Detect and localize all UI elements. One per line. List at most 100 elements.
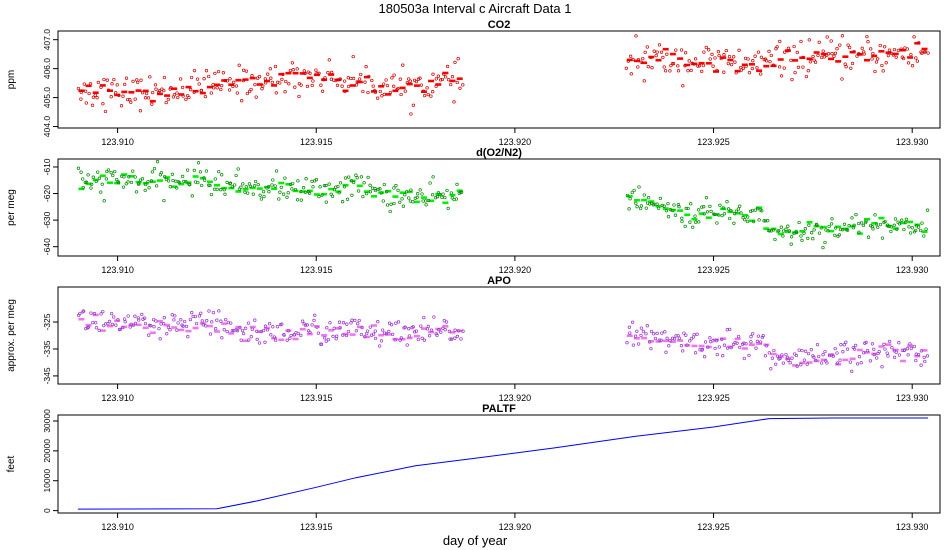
co2-point [133,97,137,101]
do2n2-point [680,216,684,220]
do2n2-point [129,180,134,185]
do2n2-point [97,176,102,180]
do2n2-point [772,228,776,232]
co2-point [778,39,782,44]
do2n2-point [394,184,398,188]
co2-point [373,90,378,94]
co2-point [922,50,927,55]
co2-panel: CO2 ppm 123.910 123.915 123.920 123.925 123.93… [6,19,941,147]
do2n2-point [307,191,312,195]
apo-point [184,324,189,329]
apo-point [823,349,827,354]
co2-point [103,109,108,114]
co2-point [846,43,850,47]
apo-point [434,331,438,336]
do2n2-point [725,200,729,204]
apo-point [702,355,707,359]
co2-point [184,97,188,102]
apo-point [838,358,842,362]
co2-point [176,95,180,100]
apo-data [77,309,930,374]
co2-point [821,49,825,53]
co2-point [887,48,892,52]
do2n2-point [411,200,415,204]
co2-point [436,74,441,78]
co2-point [323,76,327,80]
apo-point [427,334,432,338]
co2-point [121,94,125,98]
co2-point [357,77,362,81]
apo-point [684,333,688,337]
apo-point [908,342,912,346]
do2n2-point [392,201,396,206]
co2-point [860,46,864,50]
apo-ytick-label: -335 [42,340,52,357]
do2n2-point [639,204,644,208]
do2n2-point [721,206,725,210]
do2n2-point [251,192,255,196]
do2n2-point [385,203,390,207]
apo-point [250,327,254,331]
apo-point [788,361,792,365]
apo-point [738,345,742,350]
do2n2-point [787,229,791,233]
co2-point [729,62,734,67]
do2n2-point [295,198,300,202]
co2-point [146,96,151,100]
co2-point [782,66,786,70]
co2-point [811,54,815,59]
apo-point [649,329,654,334]
co2-point [713,56,717,60]
do2n2-point [185,168,190,172]
co2-point [710,52,714,57]
do2n2-point [81,177,85,181]
do2n2-point [746,215,750,219]
co2-point [219,87,223,92]
co2-point [370,78,374,83]
co2-point [813,60,818,64]
do2n2-point [449,191,453,195]
do2n2-point [766,219,770,223]
do2n2-point [443,195,447,200]
apo-point [429,328,434,332]
apo-point [644,332,648,336]
do2n2-point [904,217,909,221]
apo-point [886,354,890,358]
co2-point [899,47,903,51]
do2n2-point [384,190,389,194]
apo-point [857,355,862,359]
apo-point [679,344,684,348]
do2n2-point [673,213,678,217]
do2n2-point [388,209,392,214]
apo-point [345,322,349,326]
apo-point [909,346,913,351]
apo-point [721,354,725,358]
co2-xtick-label: 123.910 [101,137,134,147]
co2-point [172,93,177,97]
co2-point [148,75,152,79]
co2-point [274,91,278,95]
apo-point [175,328,179,332]
do2n2-point [717,213,721,217]
do2n2-point [898,222,902,226]
co2-point [639,60,643,64]
co2-point [79,97,83,101]
apo-point [685,343,689,347]
co2-point [808,60,813,64]
do2n2-point [637,185,641,189]
apo-point [208,332,213,336]
apo-point [627,325,632,329]
do2n2-point [781,229,786,233]
do2n2-point [852,223,856,227]
do2n2-point [642,193,646,197]
do2n2-point [866,235,871,239]
do2n2-point [829,222,834,226]
apo-point [747,353,751,358]
apo-point [240,328,245,333]
do2n2-point [338,181,343,185]
do2n2-point [379,191,383,195]
co2-point [314,68,318,72]
apo-point [825,361,829,365]
do2n2-point [892,223,896,227]
apo-point [890,346,894,350]
